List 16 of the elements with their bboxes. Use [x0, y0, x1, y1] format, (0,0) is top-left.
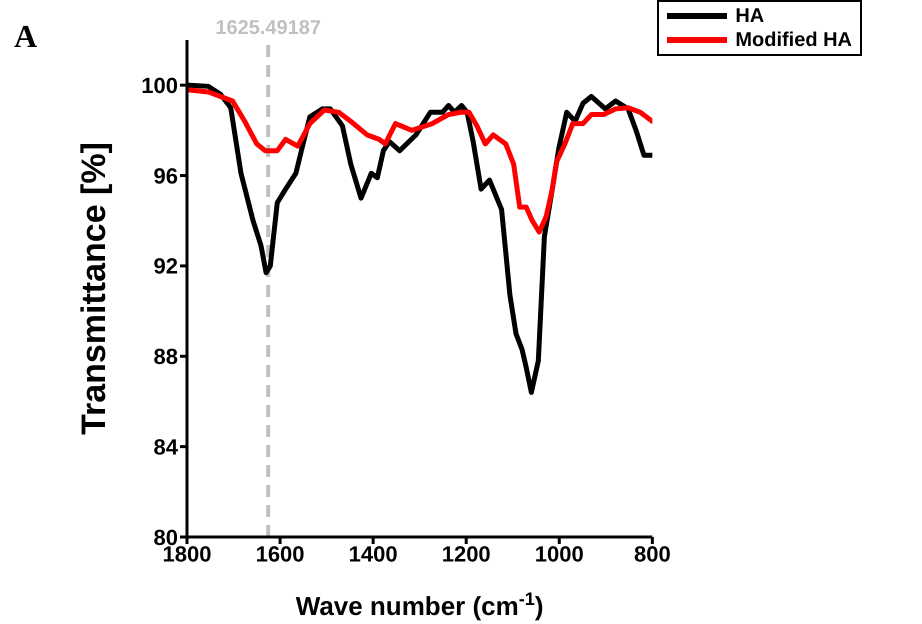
ref-line-label: 1625.49187	[215, 17, 322, 39]
x-tick-label: 1200	[442, 542, 491, 567]
y-axis-title: Transmittance [%]	[75, 142, 113, 435]
x-tick-label: 800	[634, 542, 671, 567]
y-tick-label: 84	[154, 434, 179, 460]
legend-label: Modified HA	[735, 28, 852, 52]
x-tick-label: 1600	[256, 542, 305, 567]
x-tick-label: 1000	[534, 542, 584, 567]
y-tick-label: 100	[141, 72, 178, 98]
y-tick-label: 88	[154, 344, 178, 370]
y-tick-label: 92	[154, 254, 178, 279]
y-tick-label: 96	[154, 163, 178, 188]
chart-title: A	[14, 18, 38, 55]
x-tick-label: 1400	[348, 542, 398, 567]
legend-label: HA	[735, 4, 764, 28]
x-axis-title: Wave number (cm$^{-1}$)	[296, 589, 544, 621]
